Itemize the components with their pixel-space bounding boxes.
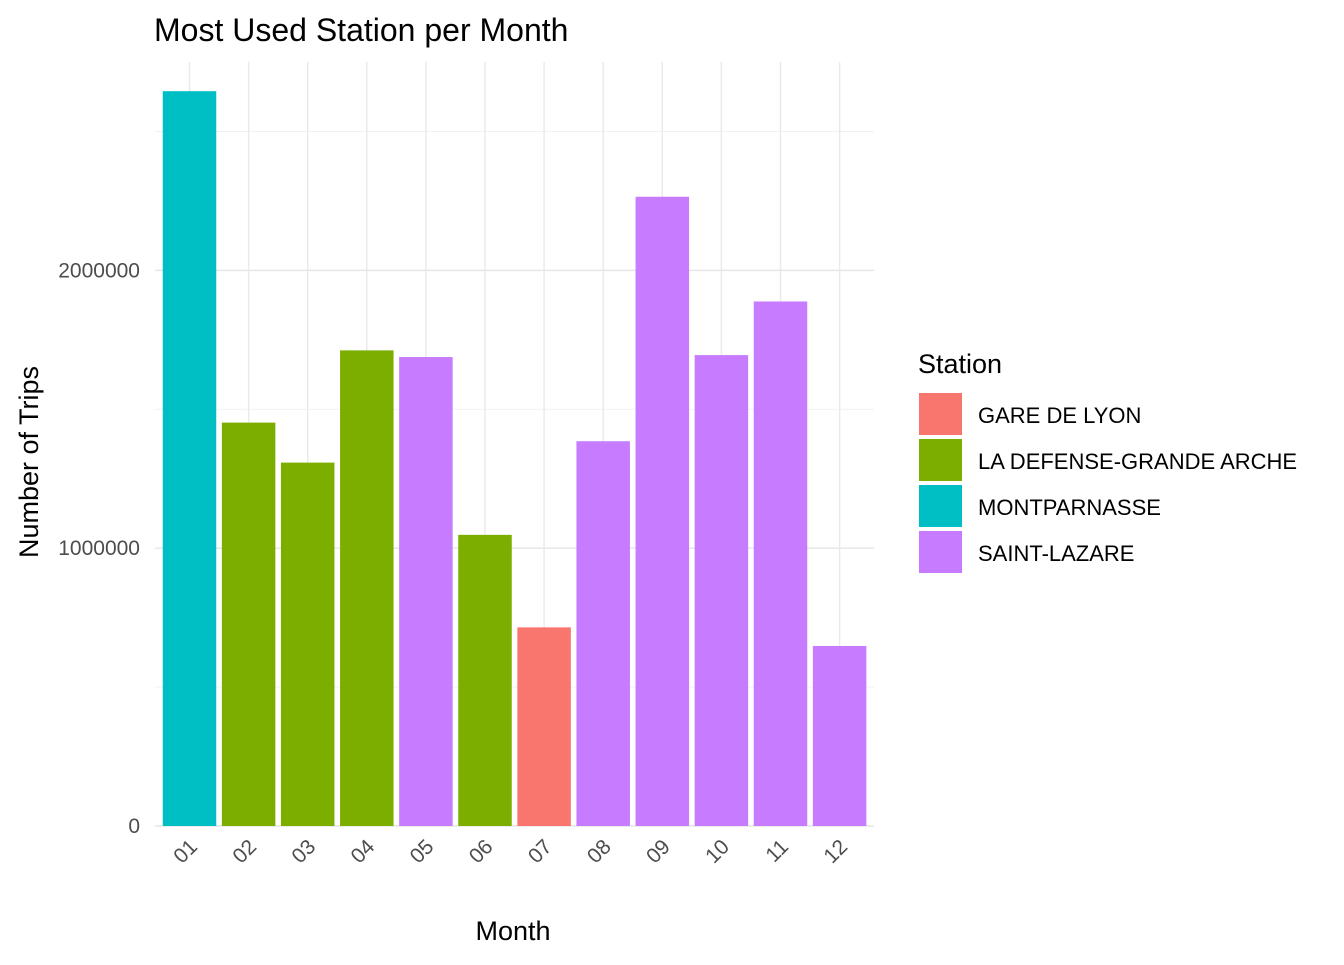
legend-swatch [919, 393, 962, 435]
legend-label: MONTPARNASSE [978, 495, 1161, 520]
legend-swatch [919, 485, 962, 527]
legend-title: Station [918, 349, 1002, 379]
x-tick-label: 04 [347, 835, 380, 868]
x-tick-label: 09 [642, 835, 675, 868]
bar-03 [280, 462, 335, 826]
x-tick-label: 02 [228, 835, 261, 868]
legend-swatch [919, 439, 962, 481]
bar-09 [635, 196, 690, 826]
y-axis-label: Number of Trips [14, 366, 44, 558]
x-tick-label: 06 [465, 835, 498, 868]
x-tick-label: 05 [406, 835, 439, 868]
bar-06 [458, 534, 512, 826]
y-tick-label: 1000000 [58, 537, 140, 560]
bars [162, 91, 867, 827]
bar-04 [340, 350, 394, 826]
legend-label: LA DEFENSE-GRANDE ARCHE [978, 449, 1297, 474]
x-axis-label: Month [475, 916, 550, 946]
legend: Station GARE DE LYON LA DEFENSE-GRANDE AR… [918, 349, 1297, 573]
y-tick-label: 2000000 [58, 259, 140, 282]
bar-05 [399, 357, 453, 826]
bar-08 [576, 441, 630, 826]
legend-label: GARE DE LYON [978, 403, 1141, 428]
x-axis-ticks: 01 02 03 04 05 06 07 08 09 10 11 12 [169, 835, 852, 868]
x-tick-label: 12 [819, 835, 852, 868]
x-tick-label: 10 [701, 835, 734, 868]
x-tick-label: 03 [287, 835, 320, 868]
legend-label: SAINT-LAZARE [978, 541, 1134, 566]
bar-10 [694, 355, 749, 826]
x-tick-label: 07 [524, 835, 557, 868]
y-axis-ticks: 0 1000000 2000000 [58, 259, 140, 838]
bar-07 [517, 627, 571, 826]
x-tick-label: 01 [169, 835, 202, 868]
x-tick-label: 08 [583, 835, 616, 868]
chart-title: Most Used Station per Month [154, 12, 568, 48]
x-tick-label: 11 [761, 835, 793, 867]
y-tick-label: 0 [128, 815, 140, 838]
legend-swatch [919, 531, 962, 573]
bar-12 [812, 645, 867, 826]
bar-11 [753, 301, 808, 827]
bar-02 [221, 422, 276, 826]
bar-01 [162, 91, 217, 827]
